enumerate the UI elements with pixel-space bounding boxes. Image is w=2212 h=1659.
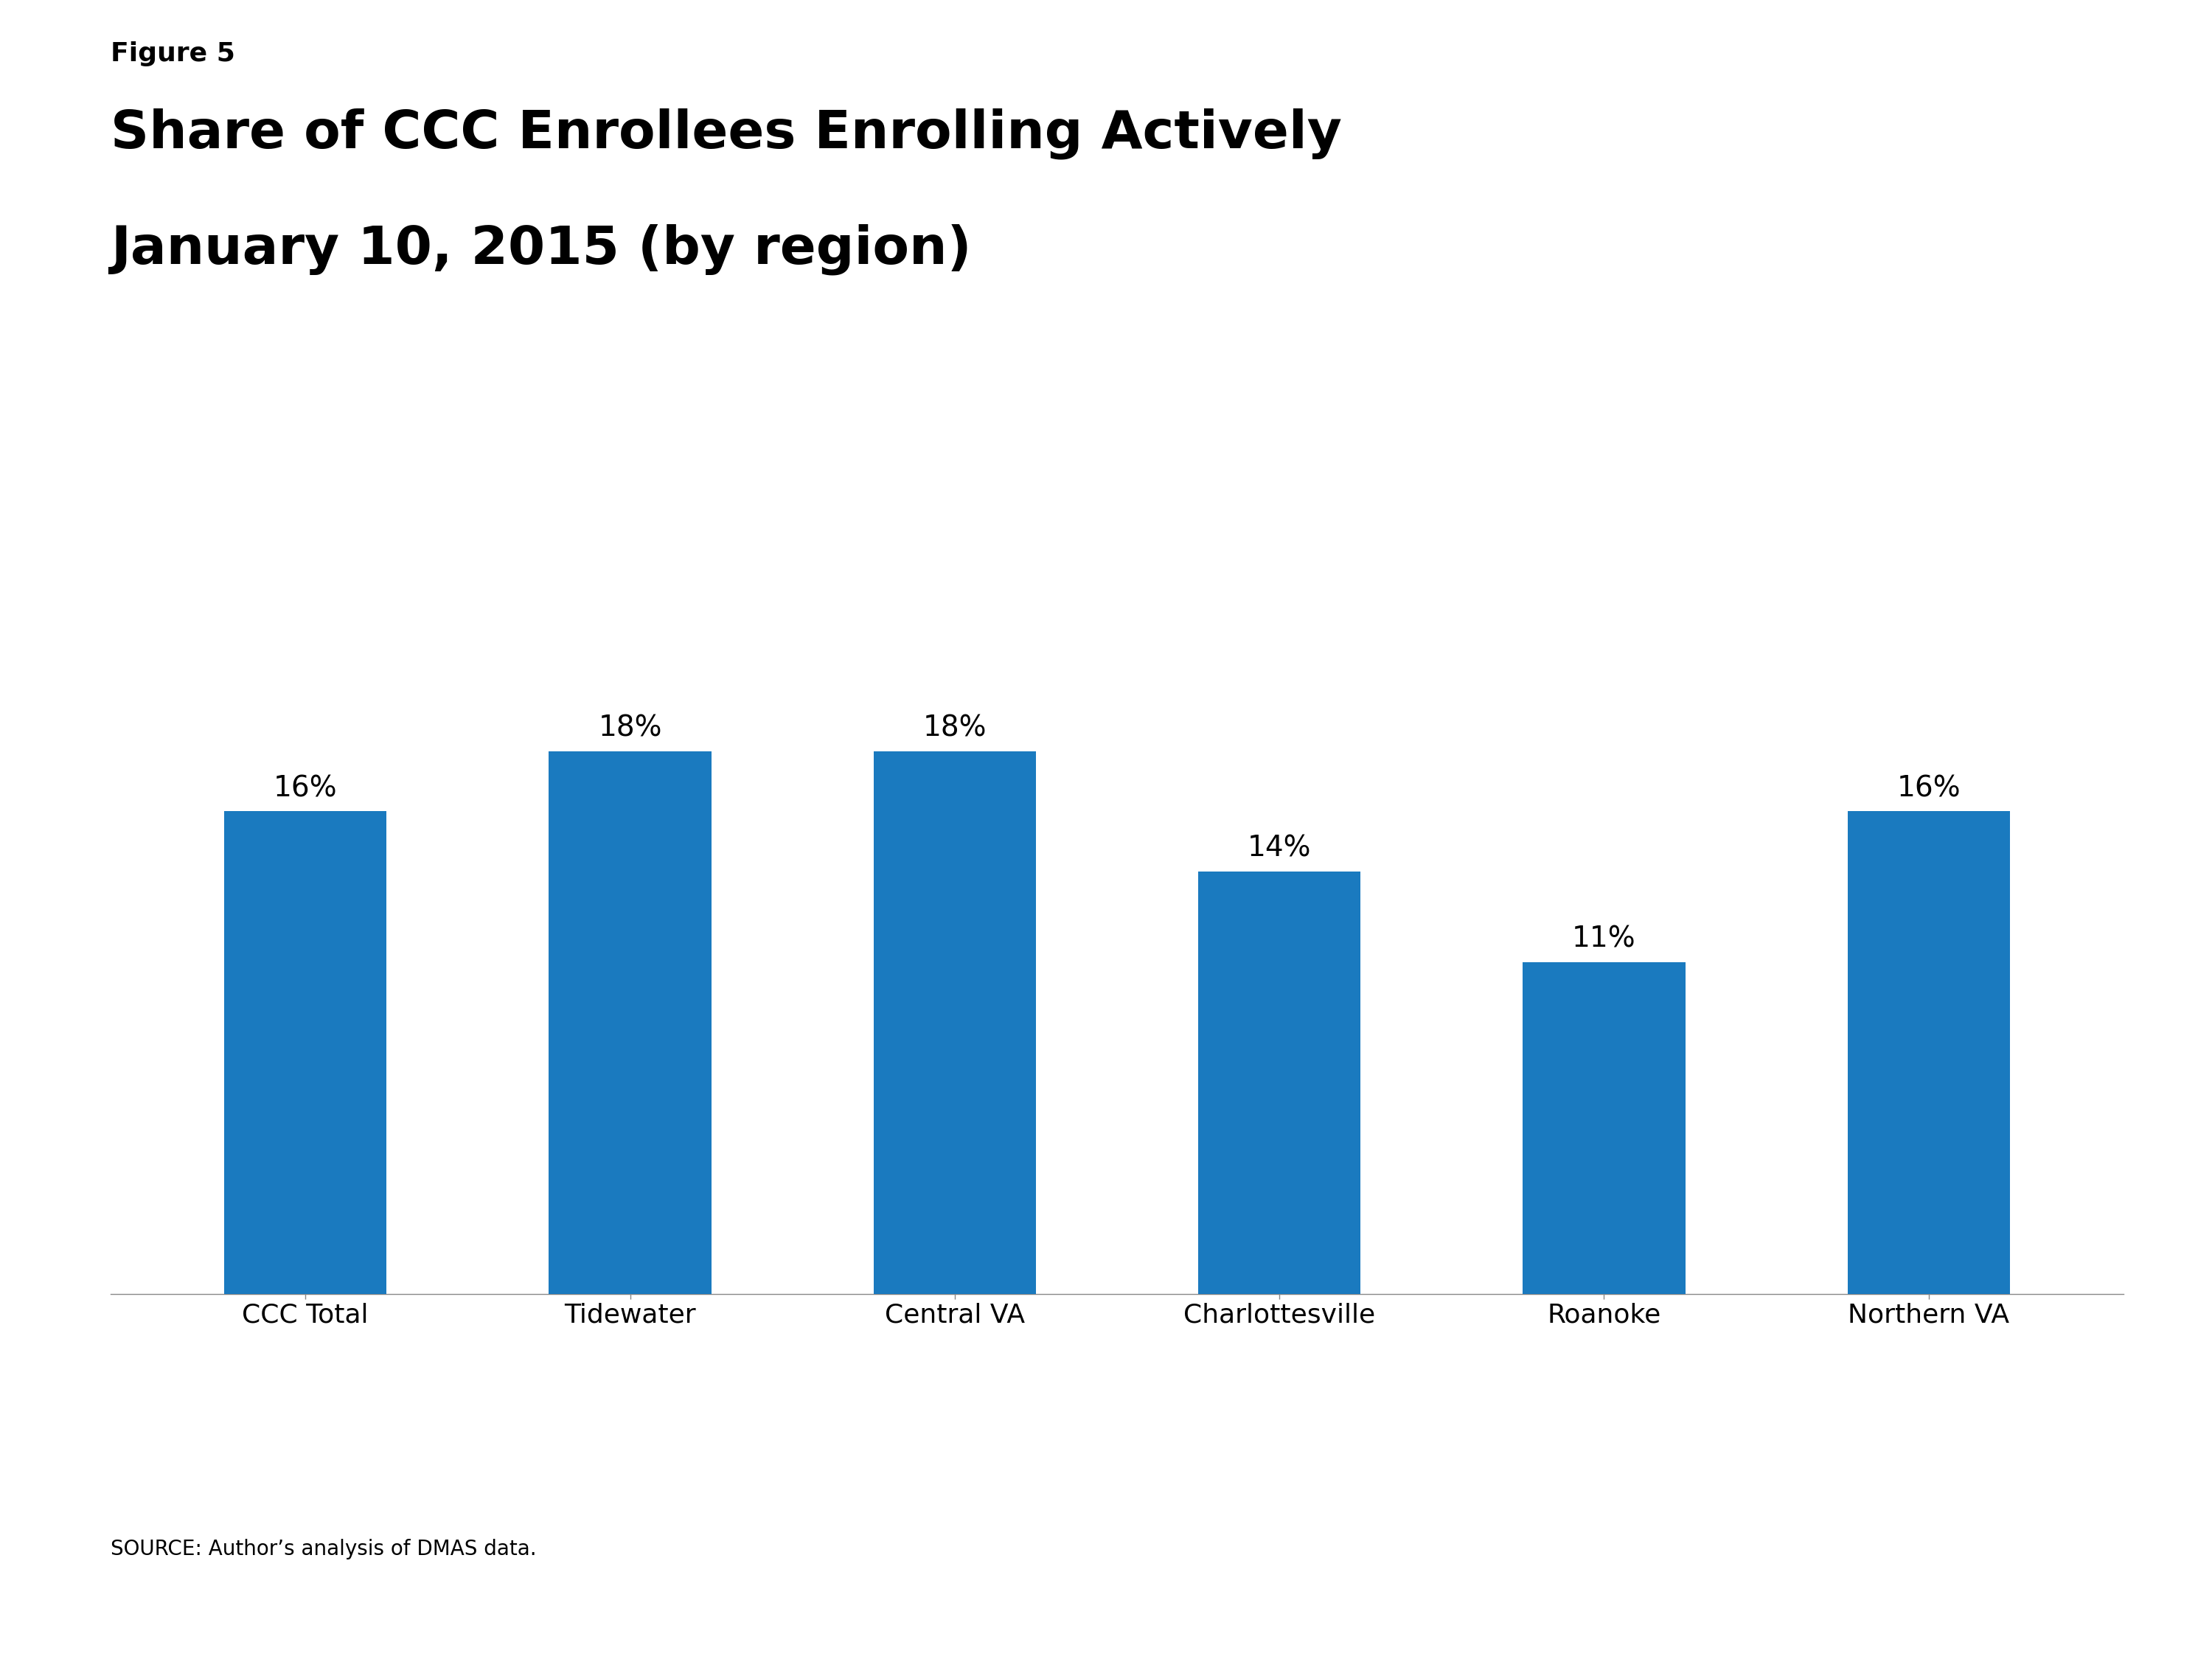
Bar: [1522, 962, 1686, 1294]
Text: 11%: 11%: [1573, 926, 1637, 954]
Text: SOURCE: Author’s analysis of DMAS data.: SOURCE: Author’s analysis of DMAS data.: [111, 1540, 538, 1559]
Text: FAMILY: FAMILY: [1947, 1545, 2002, 1558]
Text: 18%: 18%: [597, 713, 661, 742]
Text: FOUNDATION: FOUNDATION: [1940, 1588, 2008, 1598]
Text: Figure 5: Figure 5: [111, 41, 234, 66]
Bar: [1847, 811, 2011, 1294]
Text: 18%: 18%: [922, 713, 987, 742]
Text: 14%: 14%: [1248, 834, 1312, 863]
Bar: [1199, 871, 1360, 1294]
Bar: [549, 752, 712, 1294]
Bar: [874, 752, 1035, 1294]
Text: THE HENRY J.: THE HENRY J.: [1940, 1460, 2008, 1470]
Text: 16%: 16%: [274, 775, 338, 803]
Bar: [223, 811, 387, 1294]
Text: January 10, 2015 (by region): January 10, 2015 (by region): [111, 224, 971, 275]
Text: Share of CCC Enrollees Enrolling Actively: Share of CCC Enrollees Enrolling Activel…: [111, 108, 1343, 159]
Text: KAISER: KAISER: [1944, 1501, 2004, 1516]
Text: 16%: 16%: [1896, 775, 1960, 803]
